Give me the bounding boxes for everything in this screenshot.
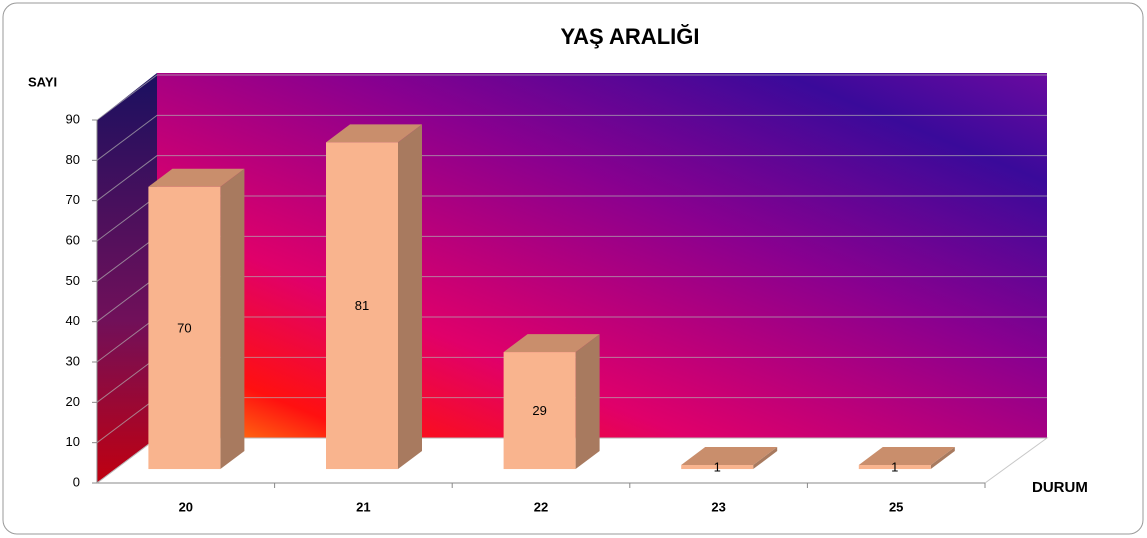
data-label: 70 [177, 320, 191, 335]
y-tick-label: 20 [66, 394, 80, 409]
bar [681, 465, 754, 470]
bar-side [930, 447, 955, 470]
bar-side [753, 447, 778, 470]
y-tick-label: 70 [66, 192, 80, 207]
x-tick-label: 20 [179, 499, 193, 514]
data-label: 29 [532, 403, 546, 418]
bar [148, 186, 221, 470]
y-axis-label: SAYI [28, 74, 57, 89]
bar-top [503, 334, 600, 353]
data-label: 1 [891, 459, 898, 474]
y-tick-label: 0 [73, 474, 80, 489]
y-tick-label: 60 [66, 232, 80, 247]
back-wall [157, 73, 1047, 438]
x-tick-label: 23 [711, 499, 725, 514]
data-label: 81 [355, 298, 369, 313]
y-tick-label: 40 [66, 313, 80, 328]
grid-line [96, 155, 1047, 202]
bar-top [858, 447, 955, 466]
bar-top [326, 124, 422, 143]
y-tick-label: 80 [66, 152, 80, 167]
x-tick-label: 22 [534, 499, 548, 514]
side-wall [97, 73, 157, 483]
bar-top [681, 447, 778, 466]
y-tick-label: 50 [66, 273, 80, 288]
x-tick-label: 25 [889, 499, 903, 514]
bar-top [148, 168, 245, 187]
x-axis-label: DURUM [1032, 479, 1088, 496]
y-tick-label: 90 [66, 111, 80, 126]
bar [858, 465, 931, 470]
grid-line [96, 74, 1047, 121]
bar [326, 142, 398, 470]
x-tick-label: 21 [356, 499, 370, 514]
y-tick-label: 30 [66, 353, 80, 368]
chart-title: YAŞ ARALIĞI [561, 24, 700, 49]
bar [503, 352, 576, 470]
grid-line [96, 114, 1047, 161]
bar-side [220, 168, 245, 470]
y-tick-label: 10 [66, 434, 80, 449]
bar-side [575, 334, 600, 470]
data-label: 1 [714, 459, 721, 474]
bar-side [398, 124, 422, 470]
